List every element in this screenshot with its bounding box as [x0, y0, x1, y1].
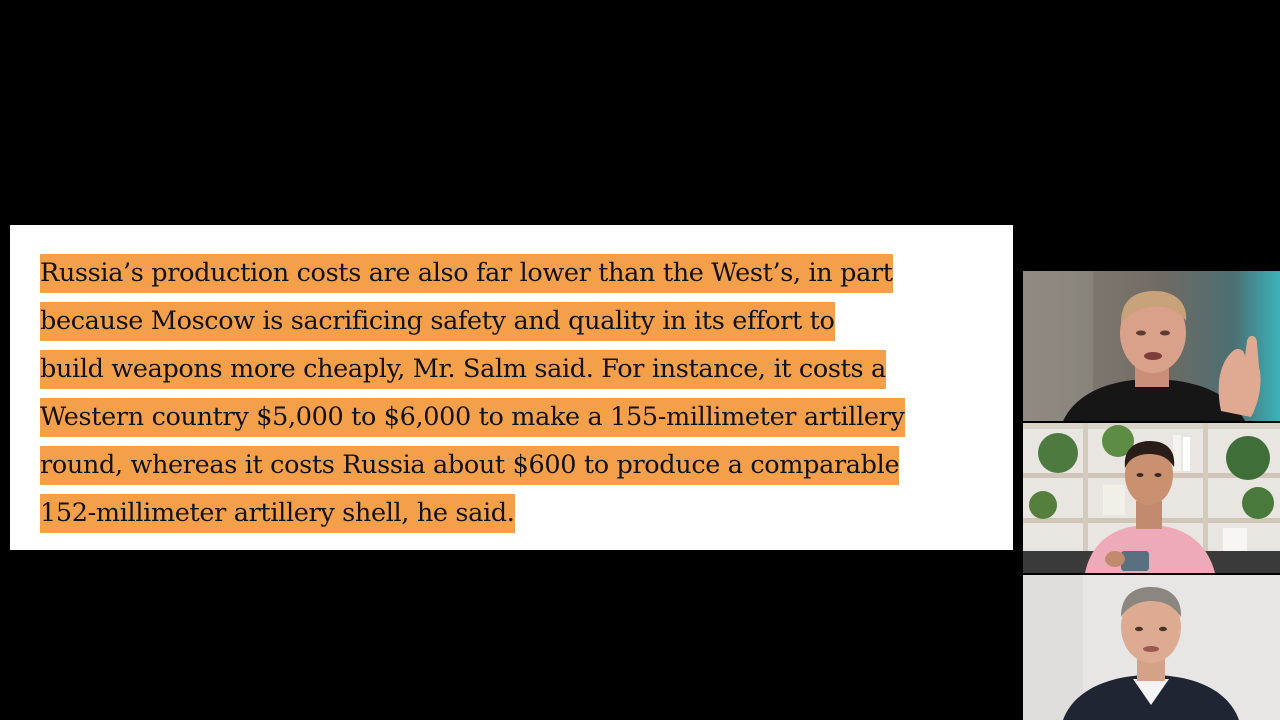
excerpt-line: because Moscow is sacrificing safety and…	[40, 297, 905, 345]
participant-video-frame	[1023, 575, 1280, 720]
highlighted-text: 152-millimeter artillery shell, he said.	[40, 494, 515, 533]
highlighted-text: build weapons more cheaply, Mr. Salm sai…	[40, 350, 886, 389]
excerpt-lines: Russia’s production costs are also far l…	[40, 249, 905, 537]
participant-video-tile-3[interactable]	[1023, 575, 1280, 720]
shared-article-excerpt: Russia’s production costs are also far l…	[10, 225, 1013, 550]
participant-video-tile-1[interactable]	[1023, 271, 1280, 421]
excerpt-line: round, whereas it costs Russia about $60…	[40, 441, 905, 489]
excerpt-line: build weapons more cheaply, Mr. Salm sai…	[40, 345, 905, 393]
highlighted-text: Western country $5,000 to $6,000 to make…	[40, 398, 905, 437]
highlighted-text: Russia’s production costs are also far l…	[40, 254, 893, 293]
participant-video-tile-2[interactable]	[1023, 423, 1280, 573]
highlighted-text: round, whereas it costs Russia about $60…	[40, 446, 900, 485]
highlighted-text: because Moscow is sacrificing safety and…	[40, 302, 835, 341]
participant-video-frame	[1023, 271, 1280, 421]
excerpt-line: Russia’s production costs are also far l…	[40, 249, 905, 297]
excerpt-line: 152-millimeter artillery shell, he said.	[40, 489, 905, 537]
participant-video-frame	[1023, 423, 1280, 573]
excerpt-line: Western country $5,000 to $6,000 to make…	[40, 393, 905, 441]
